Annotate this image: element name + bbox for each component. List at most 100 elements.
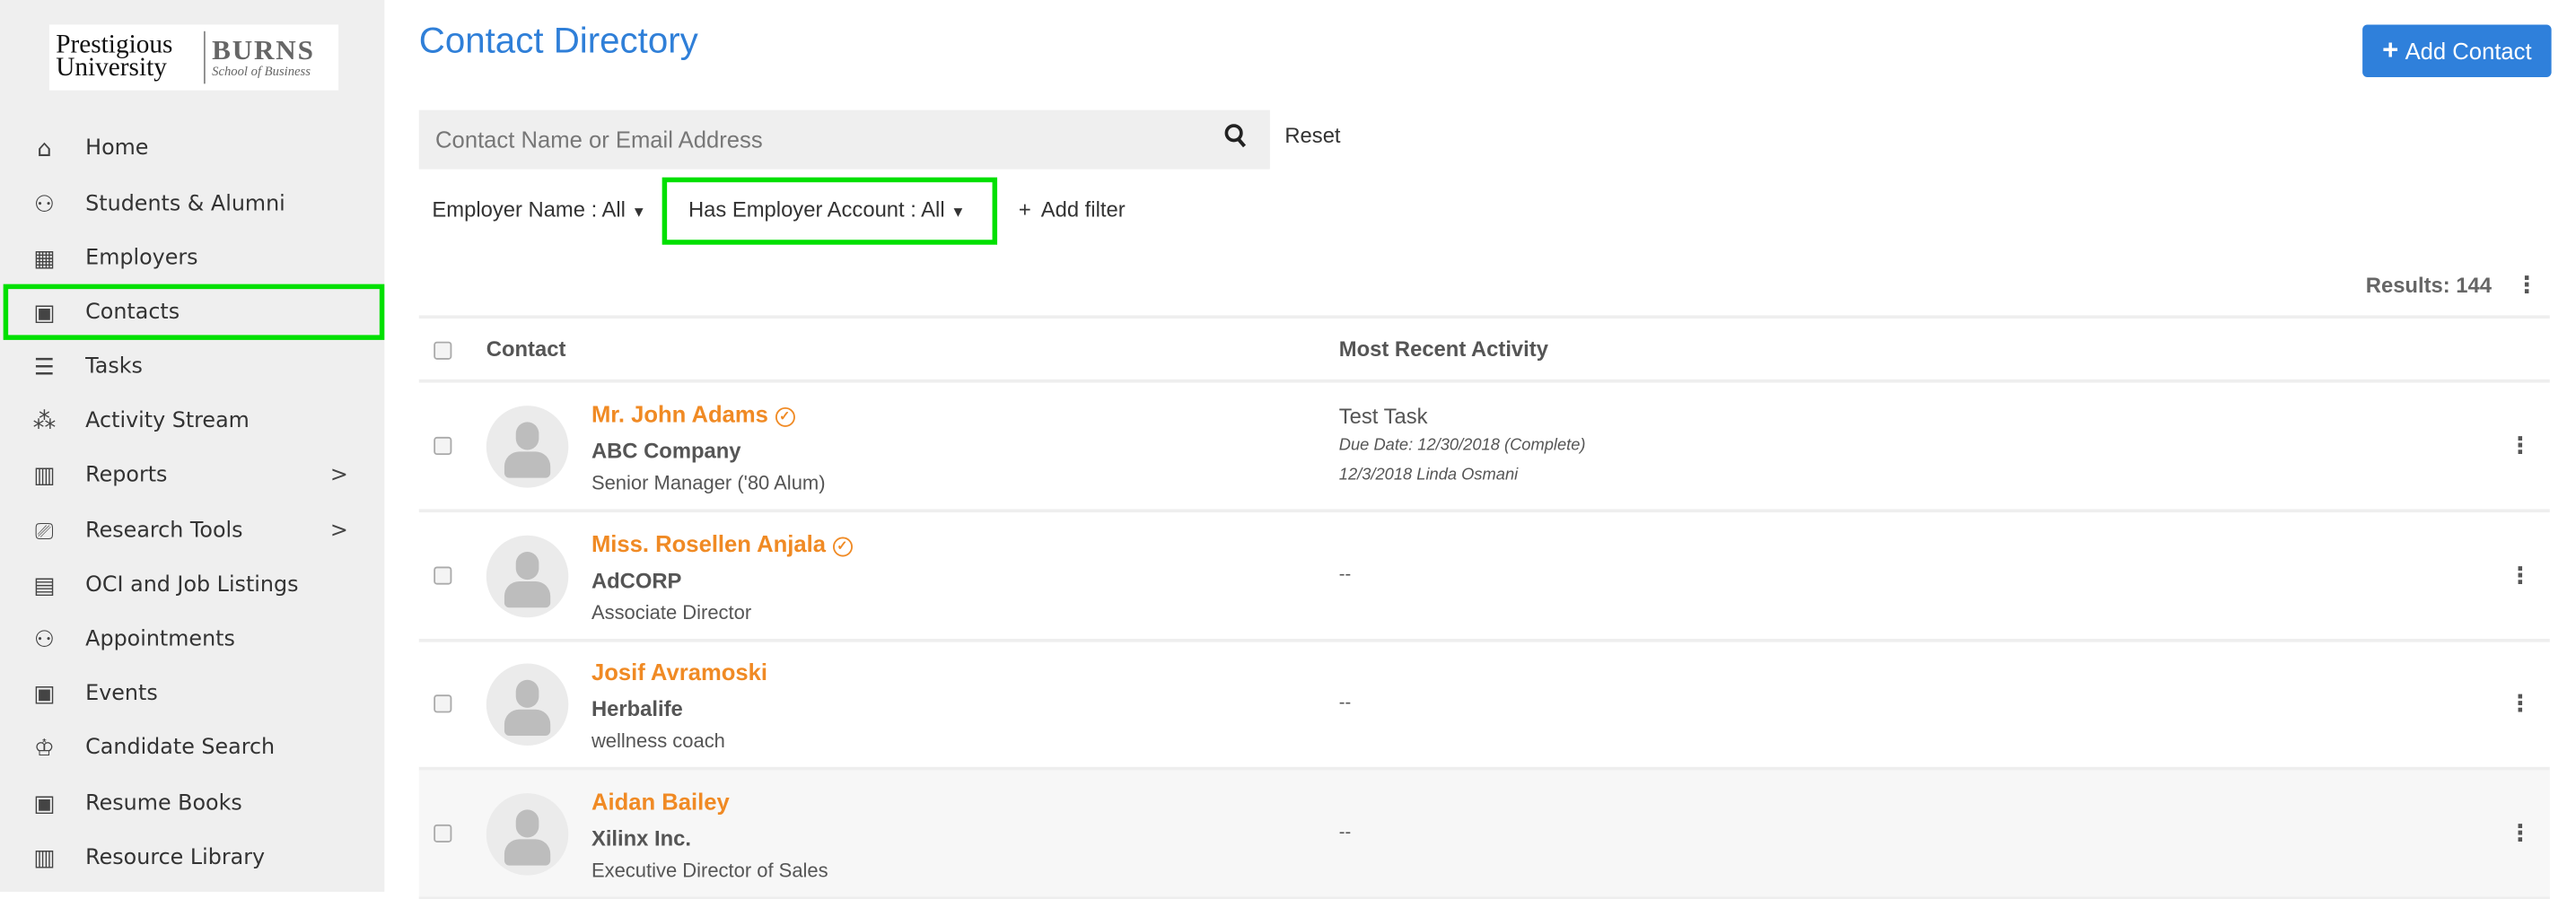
table-row[interactable]: Miss. Rosellen Anjala ✓ AdCORP Associate … <box>418 511 2550 642</box>
sidebar-item-resource-library[interactable]: ▥ Resource Library <box>0 831 384 885</box>
plus-icon: + <box>1018 196 1031 223</box>
row-checkbox[interactable] <box>434 436 452 456</box>
more-options-icon[interactable]: ⋮ <box>2515 272 2538 300</box>
row-more-options-icon[interactable]: ⋮ <box>2509 820 2532 847</box>
job-title: Executive Director of Sales <box>591 858 828 882</box>
avatar <box>486 792 569 875</box>
add-filter-label: Add filter <box>1040 196 1126 223</box>
contact-name[interactable]: Aidan Bailey <box>591 788 730 814</box>
employer-name-filter[interactable]: Employer Name : All ▼ <box>432 197 646 222</box>
has-employer-account-filter-label: Has Employer Account : All <box>688 196 945 223</box>
contact-name-text: Josif Avramoski <box>591 658 768 685</box>
has-employer-account-filter[interactable]: Has Employer Account : All ▼ <box>688 197 966 222</box>
column-header-contact[interactable]: Contact <box>486 336 566 362</box>
add-contact-button[interactable]: + Add Contact <box>2362 24 2552 78</box>
logo-sub: School of Business <box>212 63 311 78</box>
sidebar-item-appointments[interactable]: ⚇ Appointments <box>0 613 384 667</box>
activity-due-date: Due Date: 12/30/2018 (Complete) <box>1338 436 1586 456</box>
sidebar-item-tasks[interactable]: ☰ Tasks <box>0 340 384 394</box>
sidebar-item-label: Resource Library <box>85 845 266 871</box>
table-row[interactable]: Josif Avramoski Herbalife wellness coach… <box>418 641 2550 771</box>
table-row[interactable]: Aidan Bailey Xilinx Inc. Executive Direc… <box>418 769 2550 899</box>
sidebar-item-oci-and-job-listings[interactable]: ▤ OCI and Job Listings <box>0 558 384 612</box>
sidebar-item-label: Resume Books <box>85 791 242 816</box>
divider <box>418 315 2550 319</box>
caret-down-icon: ▼ <box>631 203 646 221</box>
sidebar-item-label: Students & Alumni <box>85 192 285 217</box>
verified-check-icon: ✓ <box>832 536 853 556</box>
job-title: Associate Director <box>591 600 752 624</box>
job-title: Senior Manager ('80 Alum) <box>591 471 826 494</box>
sidebar-item-employers[interactable]: ▦ Employers <box>0 231 384 285</box>
table-row[interactable]: Mr. John Adams ✓ ABC Company Senior Manag… <box>418 382 2550 513</box>
contact-name-text: Miss. Rosellen Anjala <box>591 529 827 556</box>
logo-line1: Prestigious <box>56 31 173 59</box>
sidebar-item-reports[interactable]: ▥ Reports > <box>0 449 384 502</box>
contact-name[interactable]: Miss. Rosellen Anjala ✓ <box>591 529 853 556</box>
chevron-right-icon[interactable]: > <box>329 463 348 488</box>
sidebar-item-contacts[interactable]: ▣ Contacts <box>0 285 384 339</box>
graduate-icon: ♔ <box>33 735 55 762</box>
calendar-star-icon: ▣ <box>33 680 56 707</box>
sidebar-item-activity-stream[interactable]: ⁂ Activity Stream <box>0 394 384 448</box>
sidebar-item-label: Employers <box>85 246 198 272</box>
reset-link[interactable]: Reset <box>1284 123 1341 148</box>
sidebar-item-events[interactable]: ▣ Events <box>0 667 384 720</box>
sidebar-item-label: Tasks <box>85 354 143 380</box>
add-contact-label: Add Contact <box>2405 38 2532 65</box>
contact-name[interactable]: Josif Avramoski <box>591 659 767 685</box>
search-icon[interactable] <box>1224 123 1248 156</box>
sidebar-item-home[interactable]: ⌂ Home <box>0 121 384 175</box>
university-logo[interactable]: Prestigious University BURNS School of Bus… <box>48 24 339 91</box>
job-title: wellness coach <box>591 729 725 753</box>
avatar <box>486 406 569 488</box>
row-checkbox[interactable] <box>434 694 452 713</box>
sidebar-item-label: Reports <box>85 463 168 488</box>
page-title: Contact Directory <box>418 19 698 61</box>
select-all-checkbox[interactable] <box>434 341 452 360</box>
sidebar-item-label: Research Tools <box>85 519 243 544</box>
plus-icon: + <box>2382 34 2399 66</box>
contacts-highlight <box>3 284 385 340</box>
bar-chart-icon: ▥ <box>33 462 56 489</box>
results-count: Results: 144 <box>2365 272 2492 298</box>
sidebar-item-candidate-search[interactable]: ♔ Candidate Search <box>0 721 384 775</box>
row-checkbox[interactable] <box>434 823 452 842</box>
sidebar-item-resume-books[interactable]: ▣ Resume Books <box>0 777 384 831</box>
people-icon: ⚇ <box>33 191 55 218</box>
divider <box>418 379 2550 383</box>
search-input[interactable]: Contact Name or Email Address <box>418 109 1270 170</box>
building-icon: ▦ <box>33 245 56 272</box>
sidebar-item-label: Events <box>85 681 158 707</box>
search-placeholder: Contact Name or Email Address <box>435 126 763 153</box>
activity-title[interactable]: Test Task <box>1338 404 1428 429</box>
logo-line2: University <box>56 54 167 83</box>
briefcase-icon: ▤ <box>33 572 56 599</box>
sidebar-item-label: OCI and Job Listings <box>85 572 299 598</box>
row-more-options-icon[interactable]: ⋮ <box>2509 691 2532 718</box>
sidebar-item-label: Candidate Search <box>85 736 276 761</box>
company-name: Xilinx Inc. <box>591 825 692 851</box>
sidebar: Prestigious University BURNS School of Bus… <box>0 0 385 892</box>
filter-highlight <box>662 177 998 245</box>
contact-name-text: Mr. John Adams <box>591 400 768 427</box>
sidebar-item-label: Home <box>85 135 149 161</box>
avatar <box>486 534 569 617</box>
row-more-options-icon[interactable]: ⋮ <box>2509 562 2532 589</box>
sidebar-item-research-tools[interactable]: ⎚ Research Tools > <box>0 504 384 558</box>
contact-card-icon: ▣ <box>33 300 56 327</box>
contact-name[interactable]: Mr. John Adams ✓ <box>591 400 795 427</box>
row-more-options-icon[interactable]: ⋮ <box>2509 433 2532 460</box>
contact-name-text: Aidan Bailey <box>591 787 730 814</box>
sidebar-item-label: Activity Stream <box>85 408 250 434</box>
add-filter-button[interactable]: + Add filter <box>1019 197 1126 222</box>
home-icon: ⌂ <box>37 135 52 162</box>
resume-book-icon: ▣ <box>33 790 56 817</box>
company-name: ABC Company <box>591 438 741 464</box>
row-checkbox[interactable] <box>434 565 452 584</box>
column-header-activity[interactable]: Most Recent Activity <box>1338 336 1548 362</box>
chevron-right-icon[interactable]: > <box>329 519 348 544</box>
checklist-icon: ☰ <box>33 353 55 380</box>
library-icon: ▥ <box>33 844 56 872</box>
sidebar-item-students-alumni[interactable]: ⚇ Students & Alumni <box>0 178 384 231</box>
